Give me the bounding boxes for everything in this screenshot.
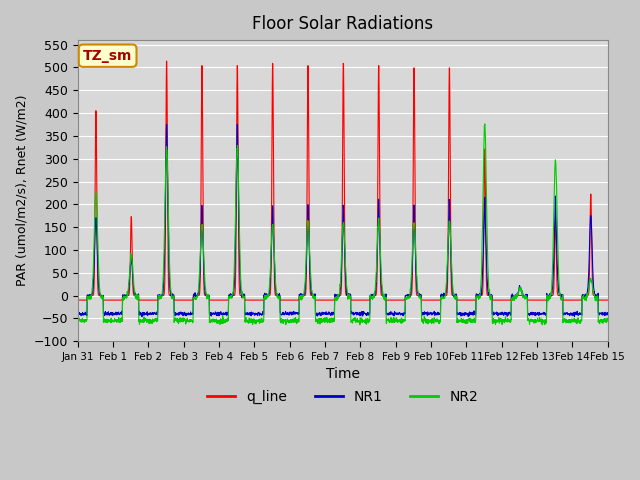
Legend: q_line, NR1, NR2: q_line, NR1, NR2 [202,384,484,409]
NR1 [163,121,170,127]
q_line [131,292,138,298]
NR2 [481,121,489,127]
q_line [631,297,639,303]
NR2 [563,318,571,324]
Y-axis label: PAR (umol/m2/s), Rnet (W/m2): PAR (umol/m2/s), Rnet (W/m2) [15,95,28,287]
NR2 [252,319,260,324]
NR1 [131,289,138,295]
Title: Floor Solar Radiations: Floor Solar Radiations [252,15,433,33]
NR2 [639,317,640,323]
NR1 [395,310,403,316]
q_line [74,297,81,303]
NR1 [138,314,146,320]
NR2 [539,322,547,328]
q_line [639,297,640,303]
NR1 [632,312,639,317]
q_line [395,297,403,303]
NR1 [639,311,640,316]
NR2 [74,315,81,321]
NR2 [632,319,639,325]
NR1 [563,310,571,316]
q_line [163,58,170,64]
q_line [253,297,260,303]
NR2 [394,318,402,324]
X-axis label: Time: Time [326,367,360,381]
NR1 [253,312,260,317]
NR2 [131,286,138,291]
Line: q_line: q_line [77,61,640,300]
NR2 [531,318,538,324]
Line: NR2: NR2 [77,124,640,325]
NR1 [74,311,81,316]
q_line [531,297,538,303]
Text: TZ_sm: TZ_sm [83,48,132,63]
NR1 [531,312,539,318]
Line: NR1: NR1 [77,124,640,317]
q_line [563,297,570,303]
